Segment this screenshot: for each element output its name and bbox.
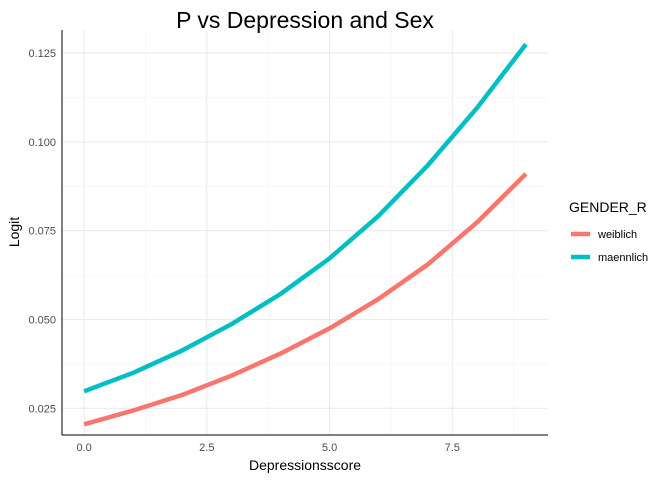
x-tick-label: 0.0 <box>76 442 91 454</box>
legend-items: weiblich maennlich <box>571 229 648 264</box>
legend-label-maennlich: maennlich <box>598 252 648 264</box>
x-axis-title: Depressionsscore <box>249 457 361 473</box>
legend: GENDER_R weiblich maennlich <box>569 199 648 264</box>
x-tick-label: 7.5 <box>445 442 460 454</box>
series-line-maennlich <box>83 42 528 394</box>
legend-title: GENDER_R <box>569 199 647 215</box>
y-tick-label: 0.075 <box>28 226 56 238</box>
major-gridlines <box>62 30 548 435</box>
x-tick-label: 2.5 <box>199 442 214 454</box>
y-axis-title: Logit <box>6 217 22 247</box>
x-tick-labels: 0.0 2.5 5.0 7.5 <box>76 442 459 454</box>
y-tick-label: 0.050 <box>28 315 56 327</box>
series-lines <box>83 42 528 427</box>
x-tick-label: 5.0 <box>322 442 337 454</box>
y-tick-label: 0.025 <box>28 403 56 415</box>
legend-label-weiblich: weiblich <box>597 229 637 241</box>
chart-title: P vs Depression and Sex <box>176 7 434 33</box>
series-line-weiblich <box>83 172 528 427</box>
y-tick-label: 0.125 <box>28 48 56 60</box>
y-tick-label: 0.100 <box>28 137 56 149</box>
y-tick-labels: 0.025 0.050 0.075 0.100 0.125 <box>28 48 56 415</box>
